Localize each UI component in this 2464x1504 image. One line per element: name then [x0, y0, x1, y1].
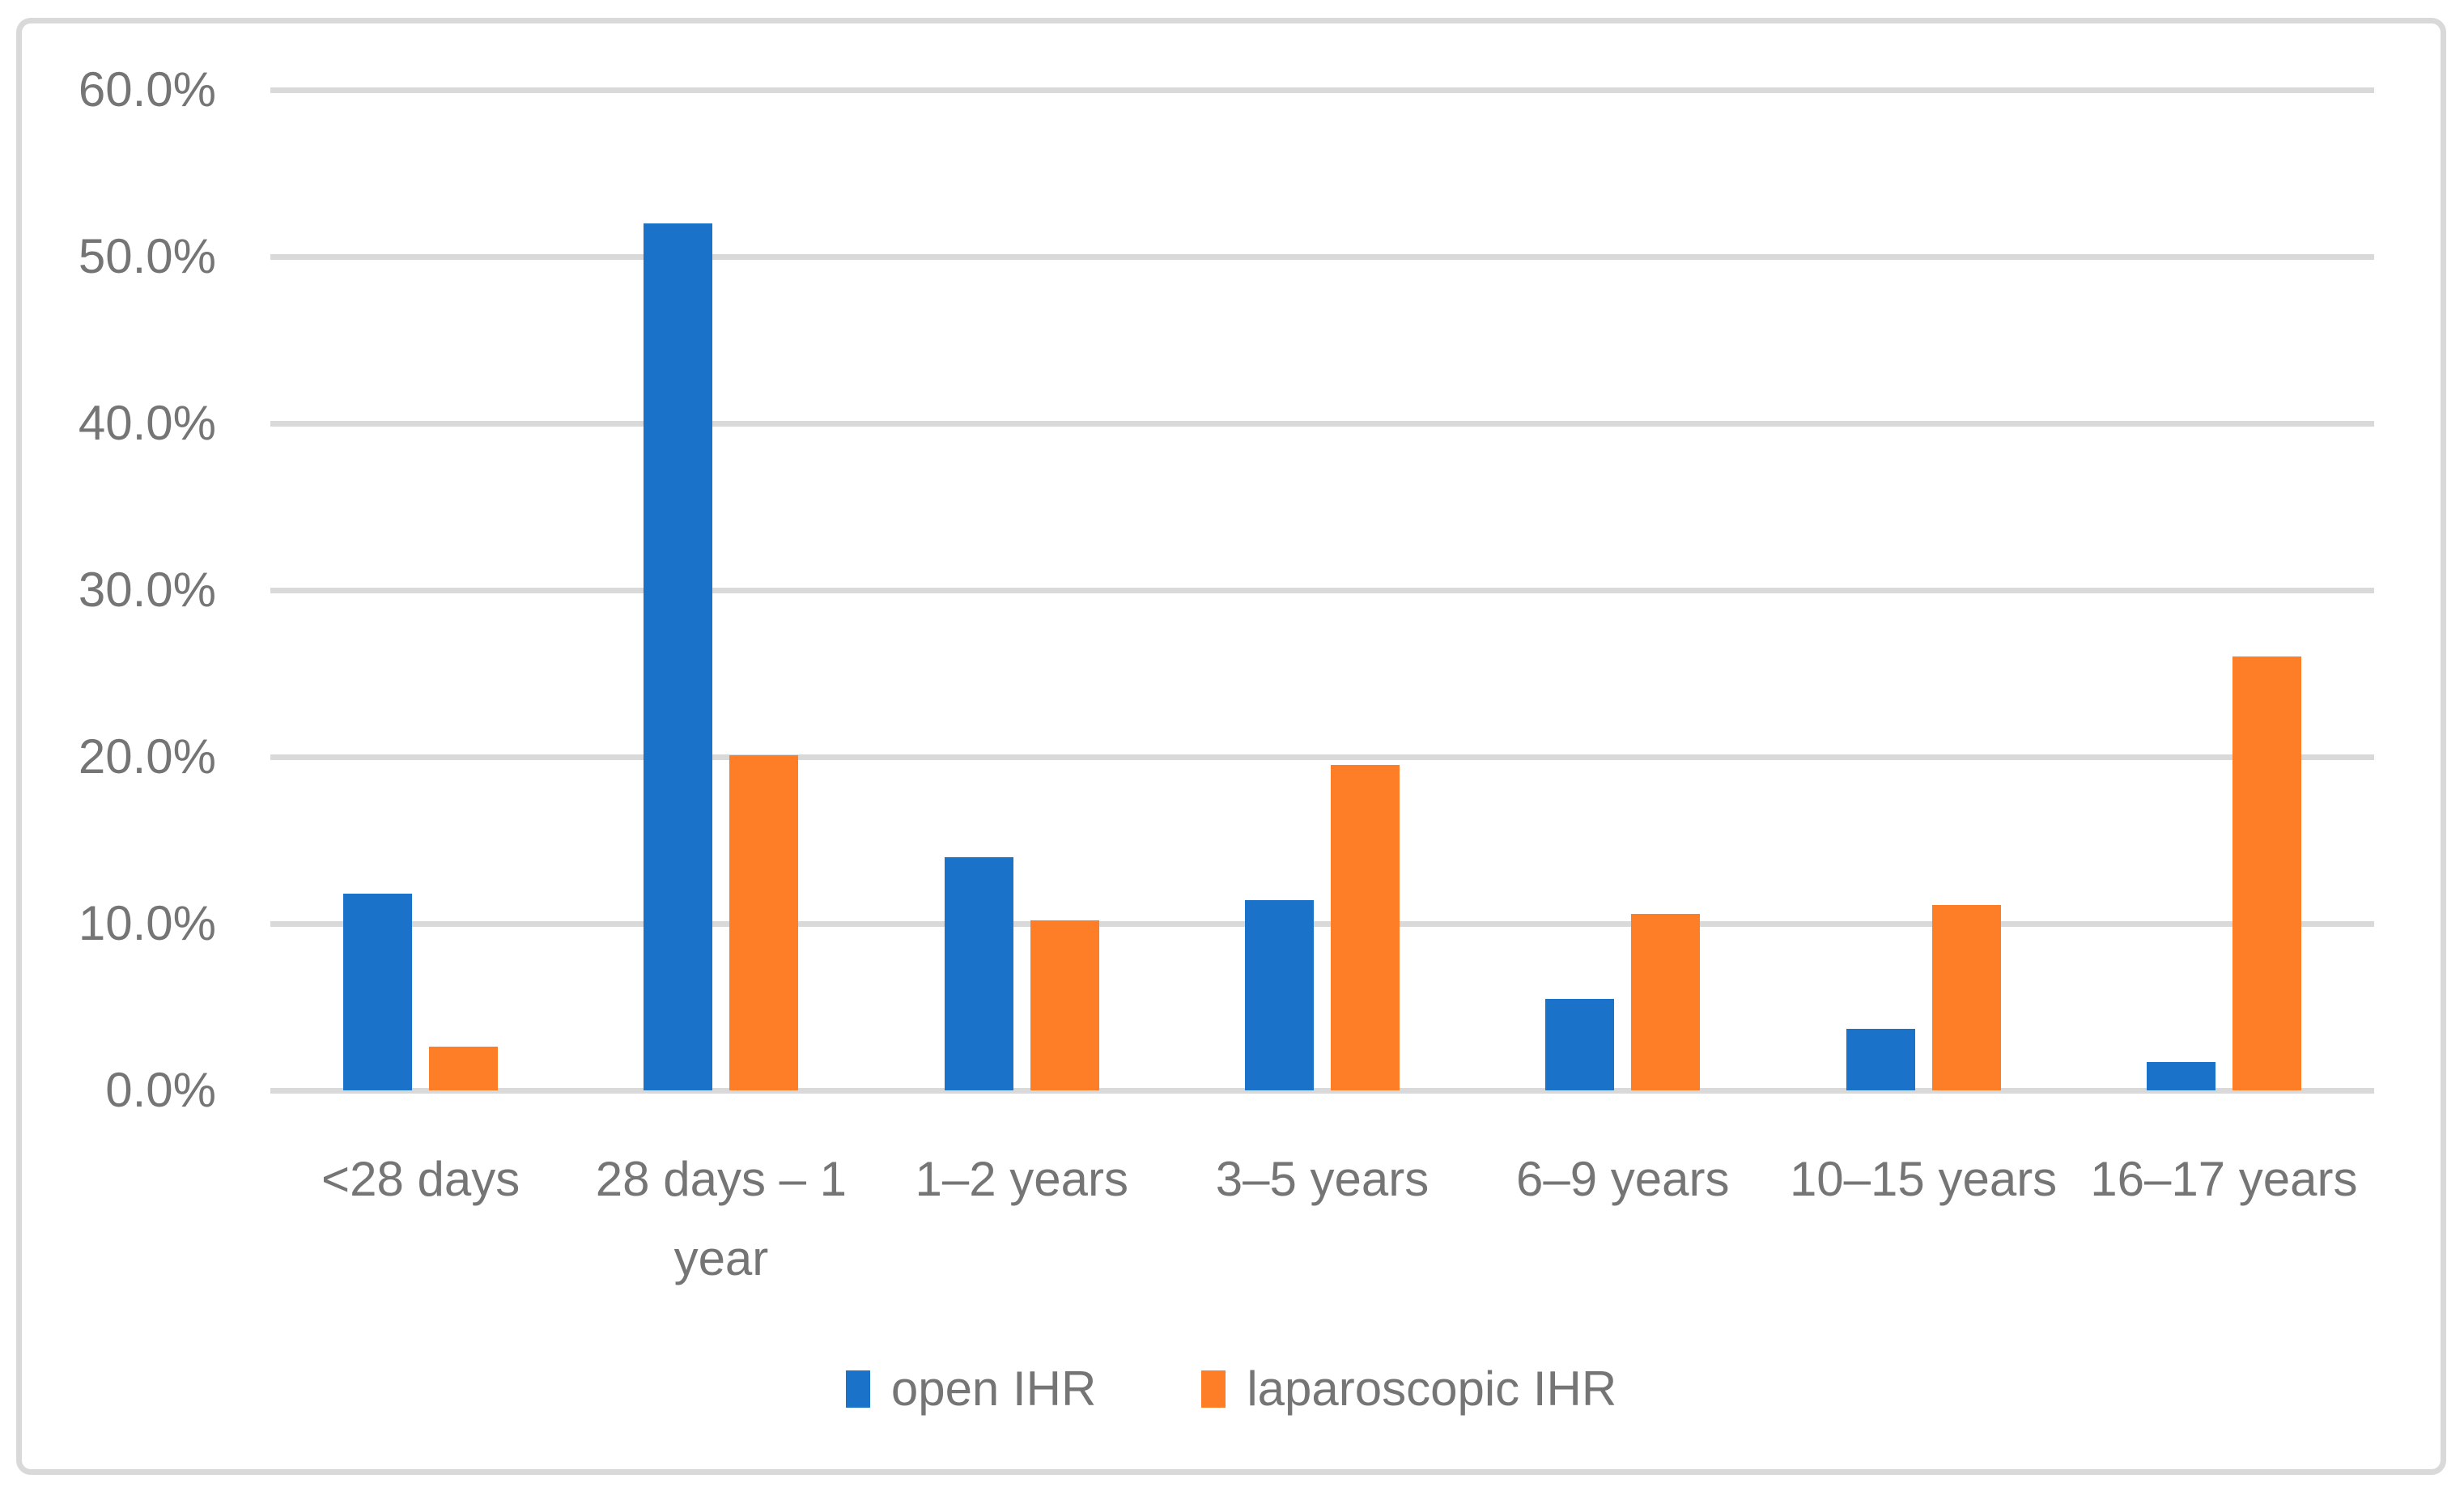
gridline-30 — [270, 587, 2374, 593]
legend-item-laparoscopic-ihr: laparoscopic IHR — [1201, 1358, 1616, 1420]
gridline-40 — [270, 420, 2374, 427]
y-tick-label-50: 50.0% — [78, 229, 216, 283]
legend-swatch-laparoscopic-ihr — [1201, 1370, 1226, 1408]
legend: open IHR laparoscopic IHR — [16, 1358, 2446, 1420]
chart-frame — [16, 18, 2446, 1475]
plot-area — [270, 87, 2374, 1094]
bar-laparoscopic-ihr-4 — [1331, 765, 1400, 1090]
gridline-20 — [270, 754, 2374, 760]
x-category-label-4: 3–5 years — [1215, 1152, 1430, 1206]
y-tick-label-30: 30.0% — [78, 563, 216, 617]
bar-open-ihr-6 — [1846, 1028, 1915, 1090]
bar-laparoscopic-ihr-1 — [429, 1047, 499, 1090]
y-tick-label-20: 20.0% — [78, 729, 216, 784]
x-category-label-3: 1–2 years — [915, 1152, 1128, 1206]
gridline-0 — [270, 1087, 2374, 1094]
bar-laparoscopic-ihr-6 — [1931, 905, 2001, 1090]
y-tick-label-40: 40.0% — [78, 396, 216, 450]
x-category-label-5: 6–9 years — [1516, 1152, 1730, 1206]
gridline-10 — [270, 920, 2374, 927]
y-tick-label-60: 60.0% — [78, 62, 216, 117]
bar-open-ihr-2 — [644, 223, 713, 1090]
legend-label-open-ihr: open IHR — [890, 1362, 1097, 1416]
y-tick-label-0: 0.0% — [105, 1063, 216, 1117]
bar-laparoscopic-ihr-3 — [1030, 920, 1099, 1090]
bar-laparoscopic-ihr-7 — [2232, 656, 2301, 1090]
bar-open-ihr-3 — [944, 856, 1013, 1090]
legend-item-open-ihr: open IHR — [845, 1358, 1097, 1420]
x-category-label-7: 16–17 years — [2090, 1152, 2358, 1206]
x-category-label-1: <28 days — [321, 1152, 520, 1206]
gridline-50 — [270, 253, 2374, 260]
bar-laparoscopic-ihr-5 — [1631, 913, 1701, 1090]
x-category-label-2: 28 days – 1 year — [595, 1152, 848, 1285]
x-category-label-6: 10–15 years — [1789, 1152, 2058, 1206]
gridline-60 — [270, 87, 2374, 93]
y-tick-label-10: 10.0% — [78, 896, 216, 950]
bar-open-ihr-4 — [1245, 900, 1314, 1090]
legend-label-laparoscopic-ihr: laparoscopic IHR — [1247, 1362, 1617, 1416]
bar-laparoscopic-ihr-2 — [729, 754, 799, 1090]
legend-swatch-open-ihr — [845, 1370, 870, 1408]
bar-open-ihr-7 — [2146, 1061, 2215, 1090]
bar-open-ihr-1 — [343, 893, 413, 1090]
bar-open-ihr-5 — [1545, 998, 1615, 1090]
